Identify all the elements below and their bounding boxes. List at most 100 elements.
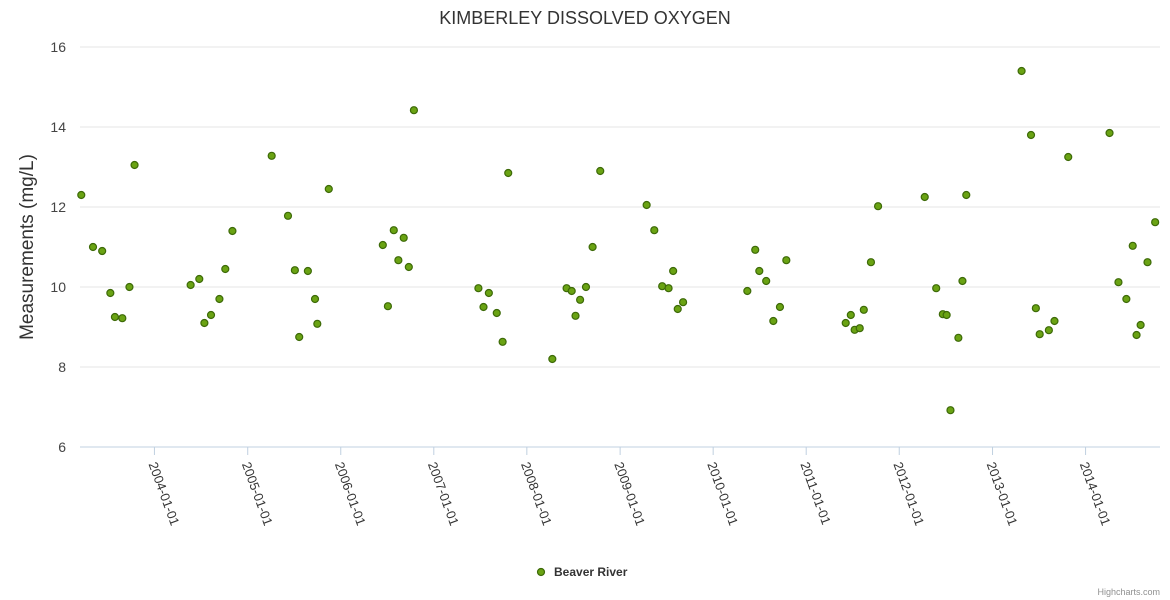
data-point[interactable]	[946, 406, 955, 415]
data-point[interactable]	[962, 190, 971, 200]
data-point[interactable]	[669, 266, 678, 276]
data-point[interactable]	[567, 286, 576, 296]
data-point[interactable]	[576, 295, 585, 304]
x-tick-label: 2004-01-01	[146, 460, 183, 528]
data-point[interactable]	[1064, 152, 1073, 162]
data-point[interactable]	[394, 256, 403, 265]
data-point[interactable]	[932, 284, 941, 293]
data-point[interactable]	[118, 314, 127, 323]
data-point[interactable]	[215, 294, 224, 304]
gridlines	[80, 46, 1160, 368]
data-point[interactable]	[409, 106, 419, 115]
data-point[interactable]	[404, 262, 413, 272]
y-axis-label: Measurements (mg/L)	[17, 154, 38, 340]
data-point[interactable]	[303, 266, 312, 276]
data-point[interactable]	[313, 319, 322, 328]
data-point[interactable]	[290, 266, 299, 275]
data-point[interactable]	[1044, 326, 1053, 335]
data-point[interactable]	[200, 318, 209, 328]
data-point[interactable]	[1132, 330, 1141, 340]
data-point[interactable]	[1143, 258, 1152, 267]
data-point[interactable]	[751, 245, 760, 254]
data-point[interactable]	[186, 280, 195, 290]
data-point[interactable]	[479, 302, 488, 312]
data-point[interactable]	[846, 310, 855, 320]
data-point[interactable]	[673, 304, 682, 314]
data-point[interactable]	[221, 264, 230, 274]
legend[interactable]: Beaver River	[536, 565, 628, 579]
data-point[interactable]	[389, 226, 398, 235]
x-tick-label: 2006-01-01	[332, 460, 369, 528]
data-point[interactable]	[855, 324, 864, 333]
data-point[interactable]	[873, 202, 883, 211]
data-point[interactable]	[782, 256, 791, 265]
legend-marker-icon	[536, 567, 546, 577]
data-point[interactable]	[498, 337, 507, 346]
data-point[interactable]	[596, 166, 605, 176]
data-point[interactable]	[958, 276, 967, 286]
data-point[interactable]	[206, 310, 216, 320]
data-point[interactable]	[581, 282, 591, 292]
data-point[interactable]	[324, 184, 333, 194]
data-point[interactable]	[1105, 128, 1114, 138]
data-point[interactable]	[859, 305, 868, 314]
data-point[interactable]	[106, 288, 115, 298]
data-point[interactable]	[399, 233, 408, 242]
data-point[interactable]	[310, 294, 320, 304]
data-point[interactable]	[1031, 304, 1040, 313]
data-point[interactable]	[1035, 330, 1044, 339]
data-point[interactable]	[866, 258, 876, 267]
y-tick-label: 12	[50, 199, 66, 215]
data-point[interactable]	[743, 286, 752, 296]
data-point[interactable]	[88, 242, 98, 252]
data-point[interactable]	[125, 282, 134, 292]
data-point[interactable]	[504, 168, 513, 178]
data-point[interactable]	[664, 284, 673, 293]
data-point[interactable]	[1122, 294, 1131, 304]
data-point[interactable]	[678, 298, 688, 307]
data-point[interactable]	[1136, 320, 1145, 330]
credits-link[interactable]: Highcharts.com	[1097, 587, 1160, 597]
data-point[interactable]	[588, 242, 597, 252]
data-point[interactable]	[841, 318, 850, 328]
data-point[interactable]	[1050, 316, 1059, 326]
legend-label: Beaver River	[554, 565, 628, 579]
data-point[interactable]	[942, 310, 951, 320]
data-point[interactable]	[769, 316, 778, 326]
x-tick-label: 2009-01-01	[611, 460, 648, 528]
data-point[interactable]	[775, 302, 785, 312]
data-point[interactable]	[195, 274, 204, 284]
data-point[interactable]	[484, 288, 493, 298]
data-point[interactable]	[98, 246, 107, 256]
data-point[interactable]	[1128, 241, 1137, 250]
data-point[interactable]	[383, 302, 393, 311]
x-tick-label: 2010-01-01	[704, 460, 741, 528]
data-point[interactable]	[378, 240, 387, 250]
y-tick-label: 8	[58, 359, 66, 375]
data-point[interactable]	[954, 333, 963, 342]
data-point[interactable]	[110, 312, 120, 322]
x-tick-label: 2013-01-01	[984, 460, 1021, 528]
data-point[interactable]	[642, 200, 651, 210]
data-point[interactable]	[130, 160, 139, 170]
data-point[interactable]	[755, 266, 764, 276]
data-point[interactable]	[548, 354, 557, 364]
data-point[interactable]	[1151, 218, 1160, 227]
data-point[interactable]	[1017, 66, 1026, 76]
chart-title: KIMBERLEY DISSOLVED OXYGEN	[439, 8, 730, 28]
data-point[interactable]	[1114, 278, 1123, 287]
data-point[interactable]	[474, 284, 483, 293]
data-point[interactable]	[571, 311, 580, 320]
data-point[interactable]	[77, 190, 86, 200]
data-point[interactable]	[762, 276, 771, 286]
data-point[interactable]	[283, 211, 293, 220]
data-point[interactable]	[650, 226, 659, 235]
data-point[interactable]	[228, 226, 237, 236]
data-point[interactable]	[492, 308, 501, 318]
y-tick-label: 6	[58, 439, 66, 455]
data-point[interactable]	[920, 192, 929, 202]
data-point[interactable]	[1026, 130, 1036, 140]
data-point[interactable]	[267, 151, 276, 160]
data-point[interactable]	[295, 332, 304, 342]
